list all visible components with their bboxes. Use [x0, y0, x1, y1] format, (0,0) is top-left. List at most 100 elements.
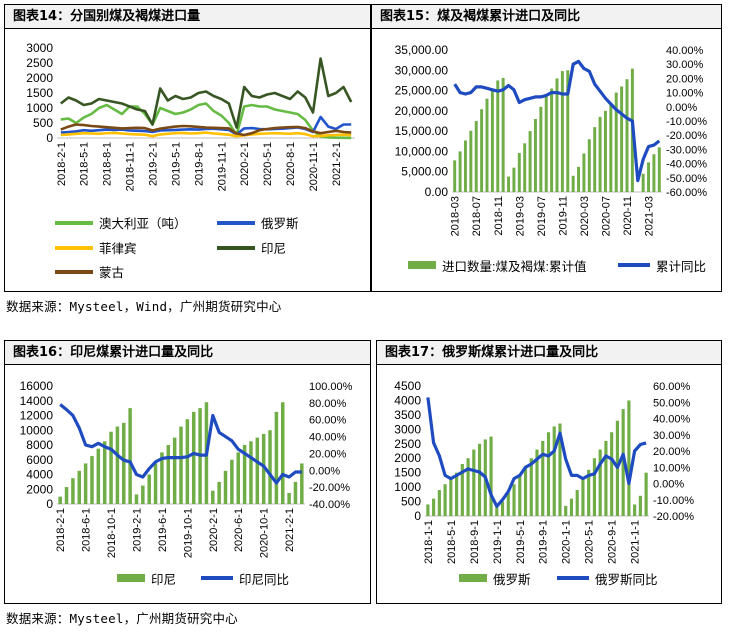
- x-tick-label: 2018-10-1: [106, 508, 118, 558]
- bar: [529, 458, 533, 516]
- y-tick-label: 0.00: [425, 185, 449, 199]
- x-tick-label: 2018-8-1: [102, 142, 114, 186]
- bar: [500, 501, 505, 516]
- bar: [550, 88, 554, 192]
- x-tick-label: 2019-5-1: [170, 142, 182, 186]
- bar: [102, 441, 107, 504]
- bar: [496, 80, 500, 192]
- y2-tick-label: -30.00%: [666, 144, 707, 156]
- chart-title: 图表15：煤及褐煤累计进口及同比: [372, 5, 721, 29]
- x-tick-label: 2020-6-1: [233, 508, 245, 552]
- x-tick-label: 2019-07: [536, 196, 548, 236]
- legend-swatch: [117, 574, 145, 582]
- bar: [523, 466, 528, 516]
- x-tick-label: 2020-5-1: [262, 142, 274, 186]
- bar: [472, 449, 476, 516]
- x-tick-label: 2018-1-1: [423, 520, 435, 564]
- bar: [122, 422, 126, 504]
- bar: [466, 458, 470, 516]
- y-tick-label: 30,000.00: [395, 63, 449, 77]
- x-tick-label: 2018-5-1: [79, 142, 91, 186]
- bar: [517, 153, 521, 192]
- x-tick-label: 2018-2-1: [56, 142, 68, 186]
- bar: [223, 470, 228, 504]
- x-tick-label: 2018-5-1: [446, 520, 458, 564]
- y-tick-label: 1500: [26, 86, 53, 100]
- chart-title: 图表17：俄罗斯煤累计进口量及同比: [377, 341, 721, 365]
- bar: [587, 469, 591, 516]
- bar: [512, 167, 516, 192]
- x-tick-label: 2018-07: [471, 196, 483, 236]
- bar: [592, 458, 597, 516]
- bar: [577, 166, 581, 192]
- y-tick-label: 35,000.00: [395, 43, 449, 57]
- bar: [109, 431, 113, 504]
- legend-label: 蒙古: [99, 265, 124, 280]
- y2-tick-label: -20.00%: [309, 482, 350, 494]
- y-tick-label: 6000: [26, 453, 53, 467]
- bar: [71, 478, 75, 504]
- y-tick-label: 1000: [394, 480, 421, 494]
- x-tick-label: 2020-2-1: [208, 508, 220, 552]
- bar: [458, 151, 462, 192]
- y-tick-label: 16000: [20, 379, 54, 393]
- chart-title: 图表14：分国别煤及褐煤进口量: [5, 5, 370, 29]
- y-tick-label: 12000: [20, 409, 54, 423]
- legend-label: 进口数量:煤及褐煤:累计值: [442, 259, 586, 274]
- bar: [544, 96, 548, 192]
- y-tick-label: 2000: [26, 482, 53, 496]
- y-tick-label: 2000: [26, 71, 53, 85]
- bar: [432, 498, 436, 516]
- bar: [489, 436, 493, 516]
- bar: [437, 490, 441, 516]
- y-tick-label: 500: [401, 495, 421, 509]
- x-tick-label: 2018-03: [450, 196, 462, 236]
- x-tick-label: 2020-8-1: [285, 142, 297, 186]
- y2-tick-label: 100.00%: [309, 381, 353, 393]
- y-tick-label: 20,000.00: [395, 104, 449, 118]
- y-tick-label: 2000: [394, 451, 421, 465]
- bar: [83, 463, 88, 504]
- series-line: [60, 131, 352, 138]
- bar: [287, 492, 291, 504]
- bar: [141, 485, 145, 504]
- y-tick-label: 4500: [394, 379, 421, 393]
- x-tick-label: 2018-11: [493, 196, 505, 236]
- bar: [274, 411, 279, 504]
- x-tick-label: 2019-1-1: [492, 520, 504, 564]
- bar: [657, 147, 661, 192]
- bar: [255, 437, 260, 504]
- bar: [621, 409, 625, 516]
- x-tick-label: 2019-5-1: [515, 520, 527, 564]
- bar: [587, 139, 591, 192]
- y2-tick-label: 0.00%: [653, 479, 684, 491]
- legend-swatch: [408, 261, 436, 269]
- y-tick-label: 8000: [26, 438, 53, 452]
- bar: [614, 92, 618, 192]
- bar: [638, 495, 642, 516]
- y-tick-label: 3500: [394, 408, 421, 422]
- y2-tick-label: 20.00%: [666, 73, 704, 85]
- y2-tick-label: -10.00%: [666, 116, 707, 128]
- bar: [443, 484, 447, 516]
- source-note: 数据来源：Mysteel，Wind，广州期货研究中心: [6, 299, 282, 314]
- x-tick-label: 2020-1-1: [561, 520, 573, 564]
- bar: [453, 160, 457, 192]
- bar: [647, 162, 651, 192]
- series-line: [426, 397, 647, 508]
- bar: [217, 481, 221, 504]
- bar: [535, 449, 539, 516]
- bar: [455, 472, 459, 516]
- y2-tick-label: 40.00%: [309, 432, 347, 444]
- legend-label: 俄罗斯: [261, 217, 299, 231]
- x-tick-label: 2018-9-1: [469, 520, 481, 564]
- x-tick-label: 2021-03: [644, 196, 656, 236]
- y2-tick-label: 30.00%: [666, 59, 704, 71]
- bar: [506, 492, 510, 516]
- x-tick-label: 2019-11: [557, 196, 569, 236]
- x-tick-label: 2021-1-1: [630, 520, 642, 564]
- y-tick-label: 4000: [26, 468, 53, 482]
